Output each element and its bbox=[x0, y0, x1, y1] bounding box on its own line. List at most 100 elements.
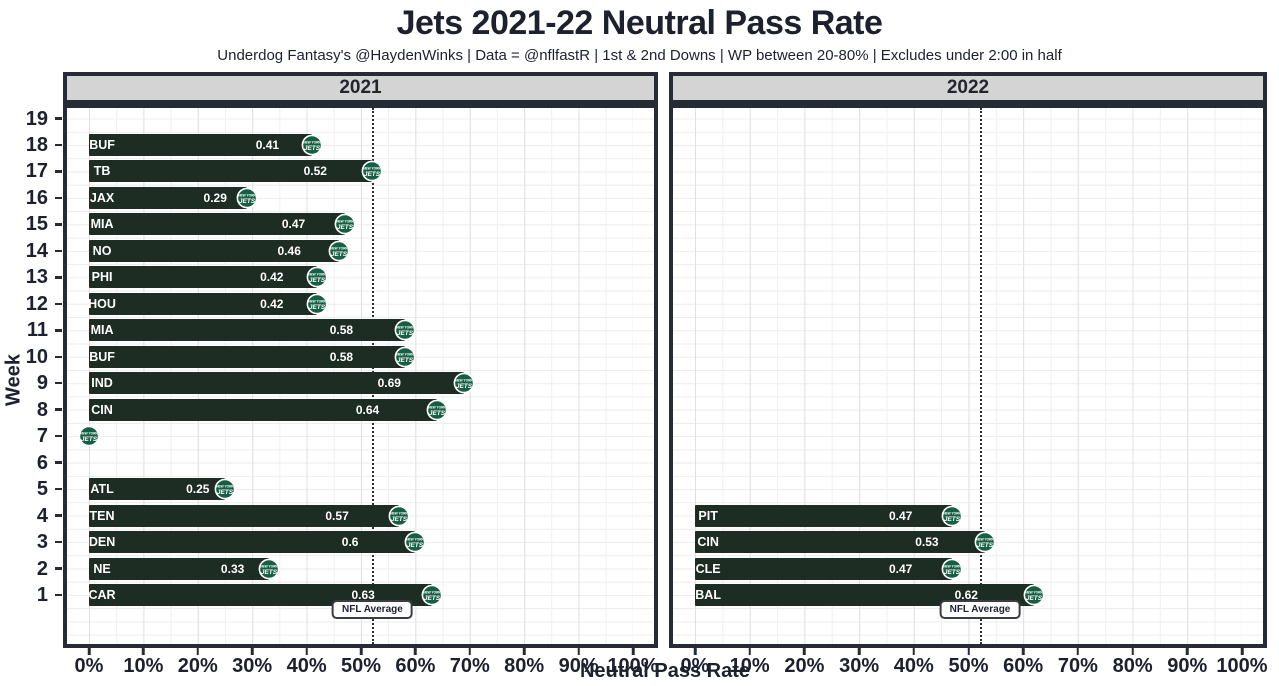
svg-text:JETS: JETS bbox=[944, 569, 961, 576]
bar-value-label: 0.53 bbox=[915, 535, 939, 549]
x-tick-mark bbox=[577, 648, 580, 655]
plot-scale-area: BUF 0.41 NEW YORK JETS TB 0.52 NEW YORK JETS JAX… bbox=[78, 108, 633, 644]
svg-text:JETS: JETS bbox=[260, 569, 277, 576]
x-tick-label: 0% bbox=[680, 655, 710, 677]
jets-logo-icon: NEW YORK JETS bbox=[1023, 584, 1045, 606]
bar-team-label: CLE bbox=[695, 561, 721, 576]
y-tick-label: 17 bbox=[25, 160, 48, 183]
bar bbox=[89, 186, 247, 209]
svg-text:JETS: JETS bbox=[396, 357, 413, 364]
bar-value-label: 0.33 bbox=[220, 561, 245, 576]
y-tick-label: 7 bbox=[36, 425, 48, 448]
svg-text:NEW YORK: NEW YORK bbox=[428, 405, 446, 409]
x-tick-label: 50% bbox=[948, 655, 989, 677]
svg-text:NEW YORK: NEW YORK bbox=[390, 511, 408, 515]
facet-panel-2022: 2022 PIT 0.47 NEW YORK JETS CIN 0.53 NEW YORK JE… bbox=[669, 72, 1268, 677]
svg-text:NEW YORK: NEW YORK bbox=[423, 591, 441, 595]
svg-text:NEW YORK: NEW YORK bbox=[943, 511, 961, 515]
y-tick-mark bbox=[55, 567, 62, 570]
y-tick-mark bbox=[55, 381, 62, 385]
jets-logo-icon: NEW YORK JETS bbox=[334, 213, 356, 235]
jets-logo-icon: NEW YORK JETS bbox=[421, 584, 443, 606]
bar bbox=[89, 239, 340, 262]
x-tick-mark bbox=[468, 648, 472, 655]
plot-scale-area: PIT 0.47 NEW YORK JETS CIN 0.53 NEW YORK JETS CL… bbox=[695, 108, 1242, 644]
jets-logo-icon: NEW YORK JETS bbox=[404, 531, 426, 553]
bar-team-label: PHI bbox=[91, 270, 113, 285]
x-tick-mark bbox=[196, 648, 200, 655]
y-axis: 19 18 17 16 15 14 13 12 11 10 9 8 7 6 5 4 3 2 1 bbox=[0, 108, 63, 652]
x-tick-mark bbox=[142, 648, 145, 655]
bar-team-label: BUF bbox=[89, 349, 115, 364]
y-tick-label: 13 bbox=[25, 266, 48, 289]
y-tick-label: 12 bbox=[25, 292, 48, 315]
y-tick-mark bbox=[55, 329, 62, 332]
x-tick-mark bbox=[912, 648, 916, 655]
y-tick-mark bbox=[55, 302, 62, 305]
bar-team-label: IND bbox=[91, 376, 113, 391]
x-axis: 0% 10% 20% 30% 40% 50% 60% 70% 80% 90% 100% bbox=[75, 648, 659, 682]
x-tick-mark bbox=[631, 648, 635, 655]
jets-logo-icon: NEW YORK JETS bbox=[453, 372, 475, 394]
bar bbox=[89, 478, 225, 501]
bar bbox=[89, 134, 313, 156]
bar-value-label: 0.58 bbox=[329, 349, 354, 364]
x-tick-mark bbox=[693, 648, 697, 655]
bar-value-label: 0.46 bbox=[277, 243, 301, 258]
bar bbox=[89, 292, 318, 315]
bar-team-label: TB bbox=[93, 164, 111, 179]
vertical-gridlines bbox=[695, 108, 1242, 644]
bar-value-label: 0.58 bbox=[329, 323, 354, 338]
bar bbox=[89, 345, 405, 368]
bar-value-label: 0.41 bbox=[255, 138, 280, 152]
y-tick-mark bbox=[55, 355, 62, 358]
x-tick-label: 20% bbox=[177, 655, 218, 677]
jets-logo-icon: NEW YORK JETS bbox=[394, 319, 415, 341]
x-tick-mark bbox=[87, 648, 91, 655]
bar bbox=[89, 213, 345, 236]
jets-logo-icon: NEW YORK JETS bbox=[307, 293, 328, 315]
bar-team-label: HOU bbox=[88, 296, 116, 311]
bar-value-label: 0.42 bbox=[260, 270, 284, 285]
y-tick-mark bbox=[55, 276, 62, 279]
bar bbox=[695, 531, 985, 553]
nfl-average-label: NFL Average bbox=[332, 600, 413, 619]
bar-value-label: 0.6 bbox=[341, 535, 359, 549]
nfl-average-line bbox=[979, 108, 982, 644]
bar-value-label: 0.69 bbox=[377, 376, 401, 391]
x-tick-label: 10% bbox=[729, 655, 770, 677]
bar-value-label: 0.47 bbox=[888, 561, 913, 576]
bar-team-label: BAL bbox=[695, 588, 721, 602]
bar-team-label: NE bbox=[93, 561, 111, 576]
x-tick-mark bbox=[748, 648, 751, 655]
svg-text:NEW YORK: NEW YORK bbox=[330, 246, 348, 250]
y-tick-mark bbox=[55, 117, 62, 120]
y-tick-label: 9 bbox=[36, 372, 48, 395]
x-tick-mark bbox=[1021, 648, 1025, 655]
bar-value-label: 0.57 bbox=[325, 508, 349, 523]
bar-value-label: 0.62 bbox=[954, 588, 978, 602]
y-tick-label: 14 bbox=[25, 239, 48, 262]
svg-text:NEW YORK: NEW YORK bbox=[309, 273, 327, 277]
x-tick-mark bbox=[857, 648, 861, 655]
x-tick-label: 0% bbox=[74, 655, 104, 677]
y-tick-label: 18 bbox=[25, 134, 48, 156]
y-tick-label: 11 bbox=[26, 319, 48, 342]
bar-value-label: 0.52 bbox=[303, 164, 327, 179]
x-tick-mark bbox=[1240, 648, 1244, 655]
svg-text:JETS: JETS bbox=[309, 277, 326, 284]
y-tick-label: 4 bbox=[36, 504, 48, 527]
y-tick-label: 10 bbox=[25, 345, 48, 368]
svg-text:JETS: JETS bbox=[364, 171, 381, 178]
y-tick-mark bbox=[55, 170, 62, 173]
y-tick-label: 6 bbox=[36, 451, 48, 474]
jets-logo-icon: NEW YORK JETS bbox=[426, 399, 448, 421]
x-tick-mark bbox=[522, 648, 526, 655]
svg-text:NEW YORK: NEW YORK bbox=[396, 352, 414, 356]
x-tick-label: 70% bbox=[1057, 655, 1098, 677]
x-tick-label: 60% bbox=[395, 655, 436, 677]
y-tick-mark bbox=[55, 461, 62, 464]
bar-team-label: JAX bbox=[89, 190, 115, 205]
x-tick-mark bbox=[414, 648, 417, 655]
